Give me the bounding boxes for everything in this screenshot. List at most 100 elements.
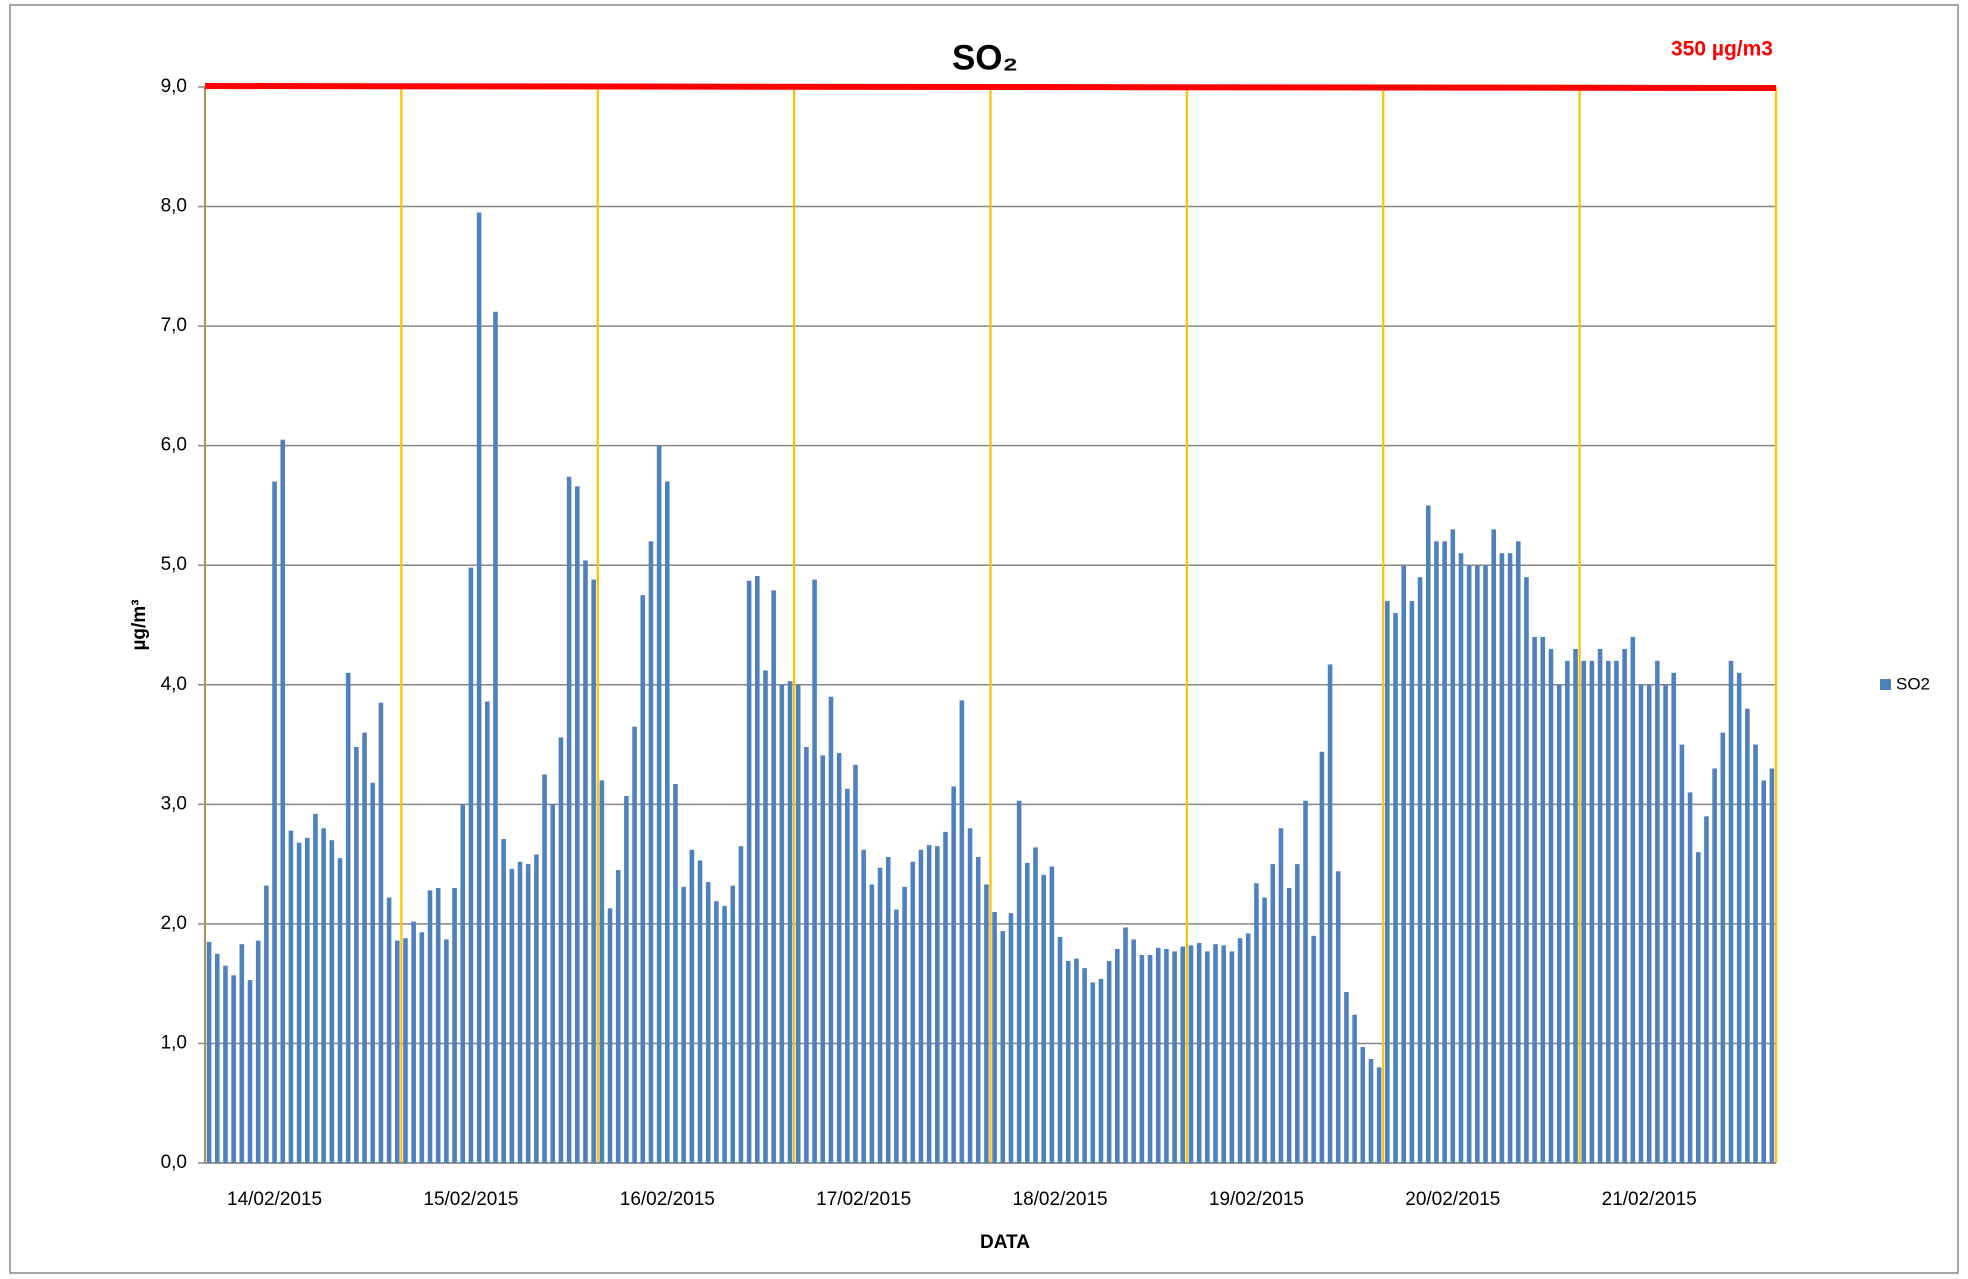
bar: [656, 445, 662, 1164]
bar: [845, 788, 850, 1163]
bar: [648, 541, 654, 1163]
bar: [1352, 1014, 1357, 1163]
bar: [951, 786, 956, 1163]
bar: [959, 700, 965, 1163]
bar: [591, 579, 596, 1163]
bar: [296, 842, 302, 1163]
bar: [1532, 636, 1537, 1163]
bar: [1761, 780, 1767, 1163]
bar: [926, 844, 932, 1163]
bar: [1663, 684, 1668, 1163]
x-axis-label: DATA: [980, 1232, 1030, 1253]
bar: [460, 804, 466, 1163]
bar: [665, 481, 670, 1163]
bar: [779, 684, 785, 1163]
bar: [1679, 744, 1685, 1163]
legend-label: SO2: [1896, 674, 1930, 693]
bar: [1090, 982, 1096, 1163]
bar: [370, 782, 376, 1163]
bar: [394, 940, 400, 1163]
bar: [1483, 565, 1488, 1163]
bar: [575, 486, 580, 1163]
bar: [828, 696, 834, 1163]
bar: [476, 212, 482, 1164]
bar: [1499, 553, 1505, 1163]
bar: [1164, 948, 1169, 1163]
bar: [738, 846, 744, 1163]
bar: [1630, 636, 1636, 1163]
bar: [1548, 648, 1554, 1163]
bar: [632, 726, 637, 1163]
bar: [321, 828, 326, 1163]
bar: [1286, 888, 1292, 1163]
bar: [795, 684, 801, 1163]
bar: [468, 567, 474, 1163]
bar: [214, 953, 220, 1163]
bar: [1655, 660, 1660, 1163]
bar: [1205, 951, 1210, 1163]
bar: [673, 784, 678, 1163]
y-tick-label: 0,0: [161, 1152, 187, 1173]
bar: [1491, 529, 1497, 1163]
bar: [231, 975, 236, 1163]
y-tick-label: 9,0: [161, 76, 187, 97]
bar: [354, 746, 359, 1163]
bar: [1605, 660, 1611, 1163]
bar: [1106, 960, 1112, 1163]
bar: [820, 755, 826, 1163]
bar: [206, 941, 212, 1163]
bar: [1417, 577, 1423, 1163]
bar: [1074, 958, 1079, 1163]
bar: [755, 575, 760, 1163]
bar: [1581, 660, 1587, 1163]
bar: [1335, 871, 1341, 1163]
bar: [1270, 864, 1276, 1163]
bar: [1671, 672, 1677, 1163]
bar: [1573, 648, 1578, 1163]
bar: [534, 854, 539, 1163]
bar: [1098, 978, 1104, 1163]
bar: [558, 737, 564, 1163]
bar: [1507, 553, 1513, 1163]
bar: [1704, 816, 1709, 1163]
bar: [583, 560, 588, 1163]
bar: [1303, 800, 1308, 1163]
bar: [1344, 992, 1349, 1163]
bar: [1540, 636, 1546, 1163]
bar: [640, 595, 646, 1163]
bar: [1745, 708, 1750, 1163]
bar: [992, 911, 997, 1163]
bar: [861, 849, 866, 1163]
bar: [967, 828, 973, 1163]
bar: [313, 813, 318, 1163]
bar: [877, 867, 883, 1163]
legend-swatch: [1880, 679, 1891, 690]
y-axis-label: µg/m³: [129, 599, 150, 650]
bar: [444, 939, 449, 1163]
bar: [1221, 945, 1226, 1163]
bar: [1442, 541, 1447, 1163]
bar: [697, 860, 703, 1163]
bar: [288, 830, 294, 1163]
bar: [836, 752, 842, 1163]
bar: [1180, 946, 1186, 1163]
bar: [1401, 565, 1406, 1163]
bar: [1025, 862, 1030, 1163]
bar: [239, 944, 245, 1163]
bar: [730, 885, 736, 1163]
bar: [329, 840, 335, 1163]
bar: [1368, 1058, 1374, 1163]
bar: [984, 884, 989, 1163]
bar: [1319, 751, 1325, 1163]
bar: [427, 890, 433, 1163]
bar: [1385, 601, 1390, 1163]
bar: [1237, 938, 1243, 1163]
bar: [1049, 866, 1055, 1163]
bar: [1425, 505, 1431, 1163]
bar: [681, 886, 686, 1163]
chart-title: SO₂: [952, 38, 1018, 77]
y-tick-label: 3,0: [161, 793, 187, 814]
bar: [1589, 660, 1595, 1163]
bar: [705, 882, 711, 1163]
bar: [910, 861, 916, 1163]
